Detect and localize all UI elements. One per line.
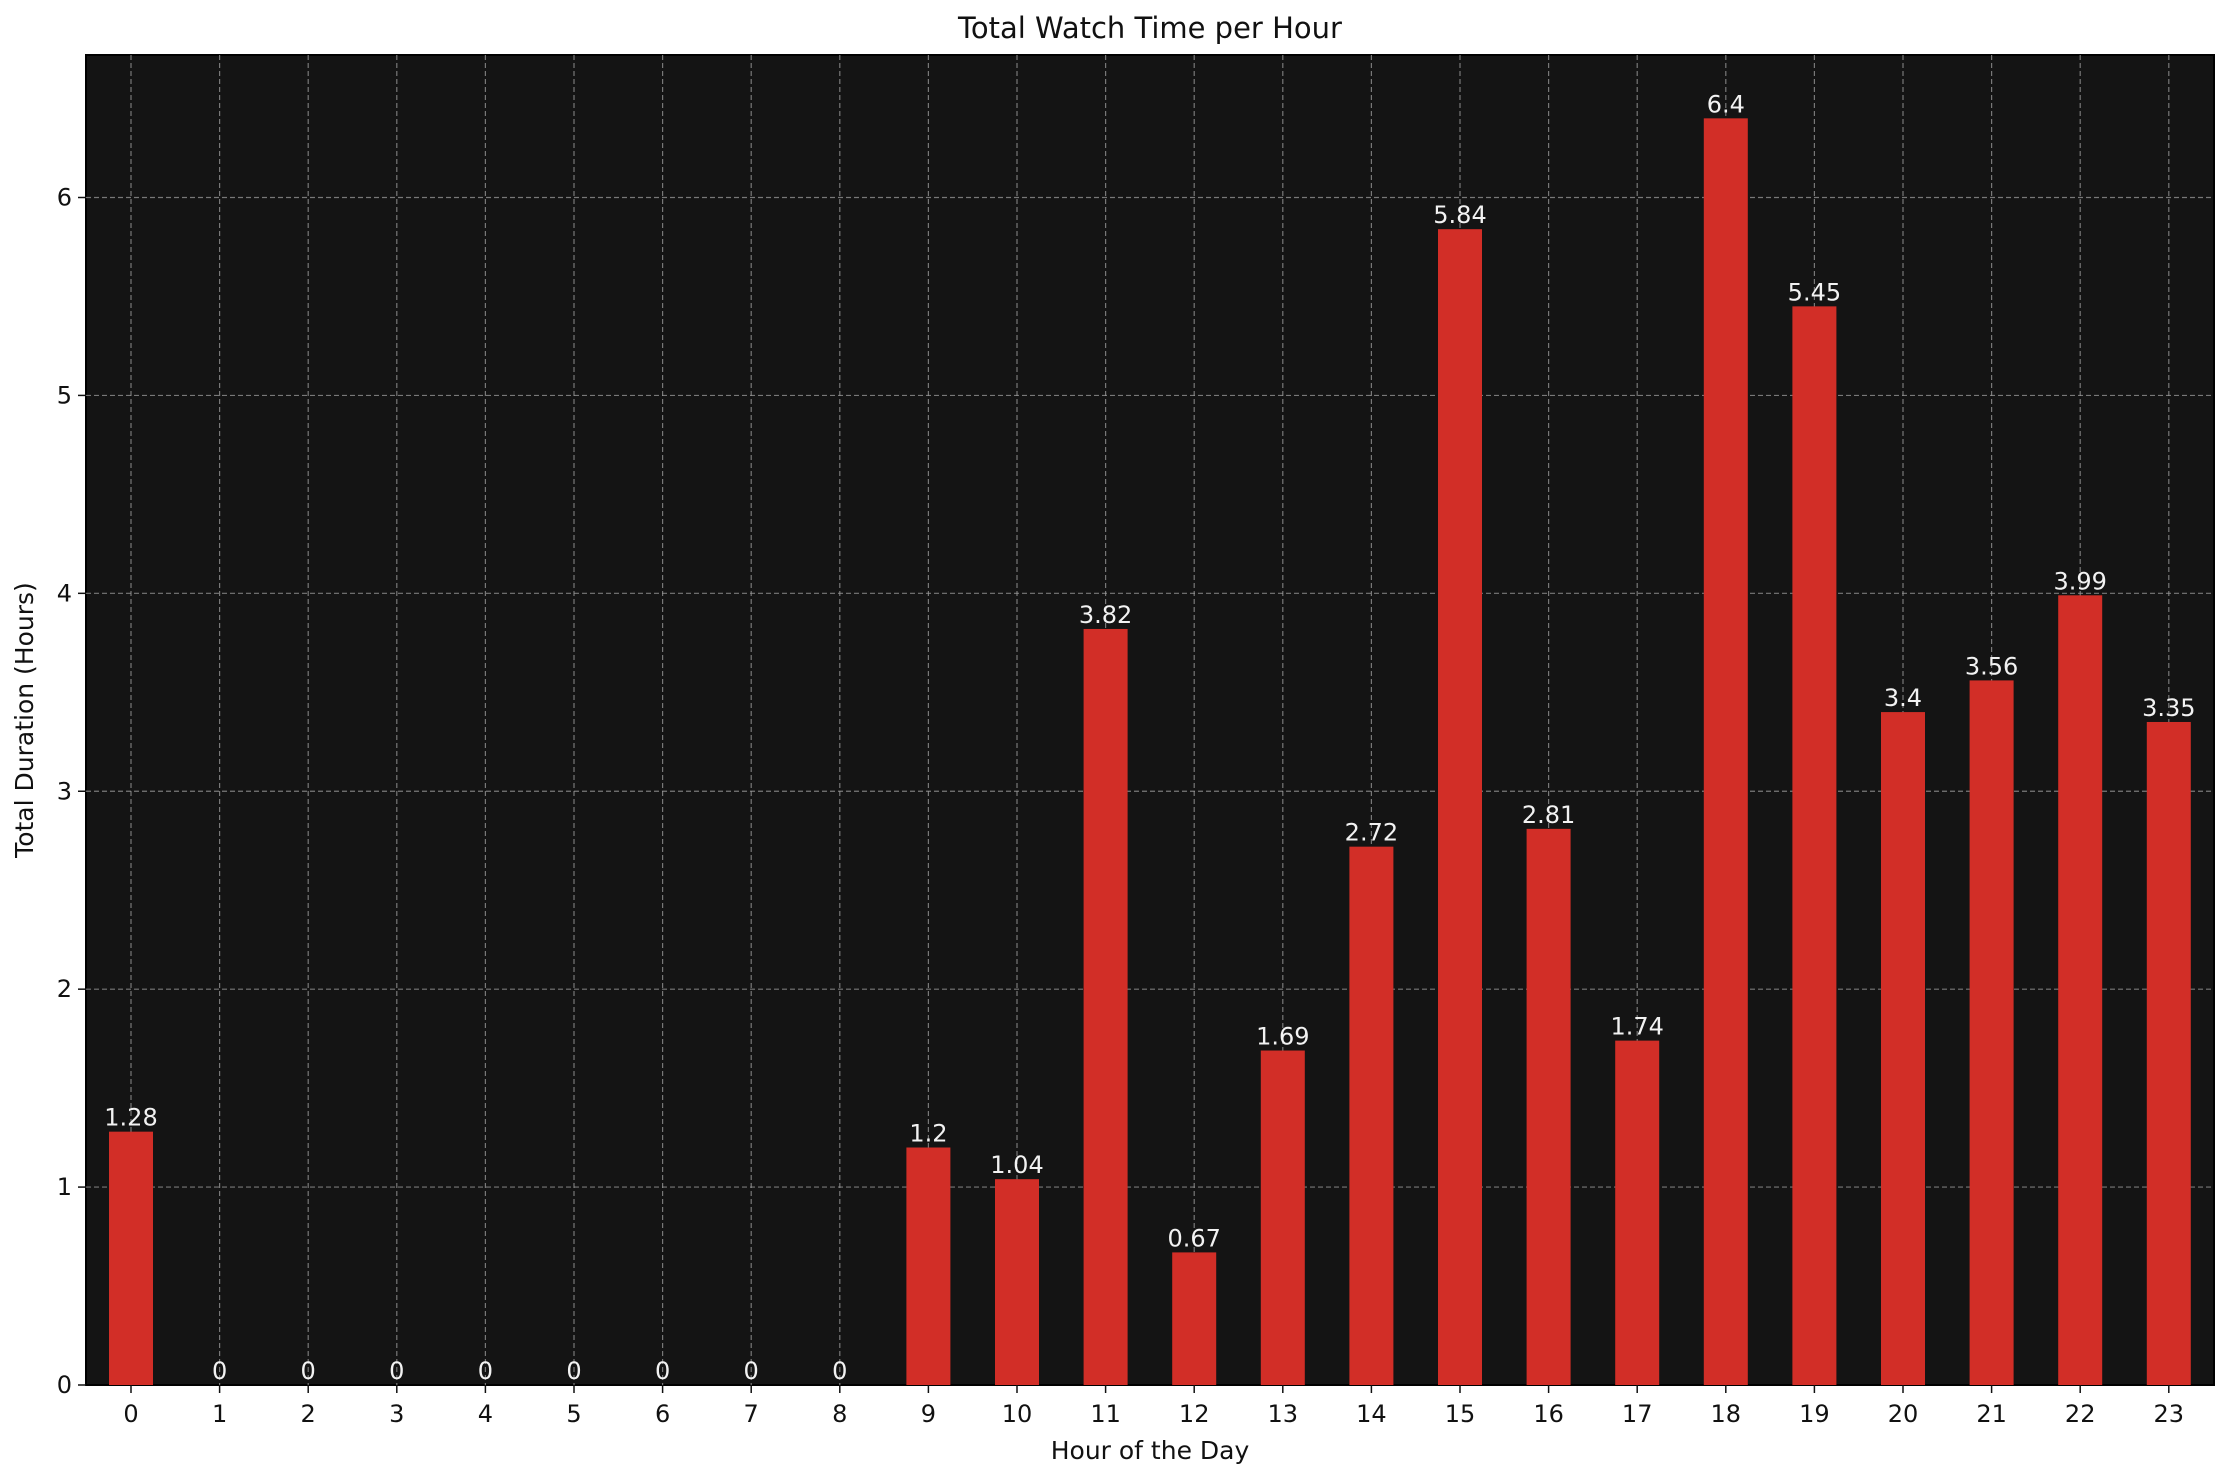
x-tick-label: 18 bbox=[1711, 1400, 1742, 1428]
bar bbox=[1881, 712, 1925, 1385]
y-tick-label: 3 bbox=[57, 777, 72, 805]
data-labels: 1.28 0 0 0 0 0 0 0 0 1.2 1.04 3.82 0.67 1.69 2.72 5.84 2… bbox=[104, 90, 2195, 1385]
x-tick-label: 1 bbox=[212, 1400, 227, 1428]
bar-value-label: 2.81 bbox=[1522, 801, 1575, 829]
bar-value-label: 6.4 bbox=[1707, 90, 1745, 118]
y-tick-label: 4 bbox=[57, 579, 72, 607]
bar bbox=[1438, 229, 1482, 1386]
bar bbox=[2146, 721, 2191, 1385]
y-axis-ticks: 0 1 2 3 4 5 6 bbox=[57, 184, 86, 1399]
x-tick-label: 7 bbox=[744, 1400, 759, 1428]
x-tick-label: 12 bbox=[1179, 1400, 1210, 1428]
bar bbox=[906, 1147, 951, 1385]
bar-value-label: 0 bbox=[478, 1357, 493, 1385]
bar-value-label: 3.99 bbox=[2053, 567, 2106, 595]
x-tick-label: 4 bbox=[478, 1400, 493, 1428]
y-tick-label: 0 bbox=[57, 1371, 72, 1399]
y-tick-label: 5 bbox=[57, 381, 72, 409]
x-tick-label: 17 bbox=[1622, 1400, 1653, 1428]
bar-value-label: 1.74 bbox=[1610, 1013, 1663, 1041]
x-tick-label: 14 bbox=[1356, 1400, 1387, 1428]
bar-value-label: 5.84 bbox=[1433, 201, 1486, 229]
bar-value-label: 0 bbox=[301, 1357, 316, 1385]
x-tick-label: 13 bbox=[1268, 1400, 1299, 1428]
bar bbox=[109, 1131, 153, 1385]
bar-value-label: 1.28 bbox=[104, 1104, 157, 1132]
x-tick-label: 6 bbox=[655, 1400, 670, 1428]
bar bbox=[1526, 828, 1571, 1385]
x-tick-label: 19 bbox=[1799, 1400, 1830, 1428]
bar-value-label: 3.35 bbox=[2142, 694, 2195, 722]
x-axis-label: Hour of the Day bbox=[1051, 1436, 1250, 1465]
x-tick-label: 2 bbox=[301, 1400, 316, 1428]
x-tick-label: 3 bbox=[389, 1400, 404, 1428]
x-tick-label: 20 bbox=[1888, 1400, 1919, 1428]
bar-value-label: 1.2 bbox=[909, 1120, 947, 1148]
x-tick-label: 0 bbox=[123, 1400, 138, 1428]
y-tick-label: 2 bbox=[57, 975, 72, 1003]
x-axis-ticks: 0 1 2 3 4 5 6 7 8 9 10 11 12 13 14 15 16 17 18 19 20 21 22 23 bbox=[123, 1385, 2184, 1428]
y-tick-label: 1 bbox=[57, 1173, 72, 1201]
bar bbox=[1703, 118, 1748, 1385]
x-tick-label: 15 bbox=[1445, 1400, 1476, 1428]
bar bbox=[2058, 595, 2103, 1385]
bar-value-label: 0 bbox=[744, 1357, 759, 1385]
y-axis-label: Total Duration (Hours) bbox=[10, 582, 39, 859]
x-tick-label: 9 bbox=[921, 1400, 936, 1428]
bar bbox=[1083, 628, 1128, 1385]
x-tick-label: 16 bbox=[1533, 1400, 1564, 1428]
bar-value-label: 0 bbox=[655, 1357, 670, 1385]
bar bbox=[1349, 846, 1394, 1385]
y-tick-label: 6 bbox=[57, 184, 72, 212]
x-tick-label: 22 bbox=[2065, 1400, 2096, 1428]
bar-value-label: 0 bbox=[389, 1357, 404, 1385]
bar-value-label: 5.45 bbox=[1788, 278, 1841, 306]
bar bbox=[1172, 1252, 1217, 1385]
bar-value-label: 0.67 bbox=[1167, 1224, 1220, 1252]
bar-value-label: 0 bbox=[832, 1357, 847, 1385]
bar bbox=[1969, 680, 2014, 1385]
x-tick-label: 23 bbox=[2154, 1400, 2185, 1428]
x-tick-label: 5 bbox=[566, 1400, 581, 1428]
bar bbox=[1615, 1040, 1660, 1385]
bar-value-label: 3.56 bbox=[1965, 652, 2018, 680]
chart-title: Total Watch Time per Hour bbox=[957, 11, 1342, 45]
plot-area bbox=[85, 54, 2215, 1386]
bar-value-label: 3.4 bbox=[1884, 684, 1922, 712]
bar bbox=[1792, 306, 1837, 1386]
bar bbox=[995, 1179, 1039, 1385]
x-tick-label: 11 bbox=[1090, 1400, 1121, 1428]
bar bbox=[1260, 1050, 1305, 1385]
bar-value-label: 1.69 bbox=[1256, 1023, 1309, 1051]
x-tick-label: 21 bbox=[1976, 1400, 2007, 1428]
bars bbox=[109, 118, 2191, 1386]
bar-value-label: 2.72 bbox=[1345, 819, 1398, 847]
bar-value-label: 0 bbox=[566, 1357, 581, 1385]
x-tick-label: 10 bbox=[1002, 1400, 1033, 1428]
x-tick-label: 8 bbox=[832, 1400, 847, 1428]
bar-value-label: 3.82 bbox=[1079, 601, 1132, 629]
bar-value-label: 1.04 bbox=[990, 1151, 1043, 1179]
bar-value-label: 0 bbox=[212, 1357, 227, 1385]
